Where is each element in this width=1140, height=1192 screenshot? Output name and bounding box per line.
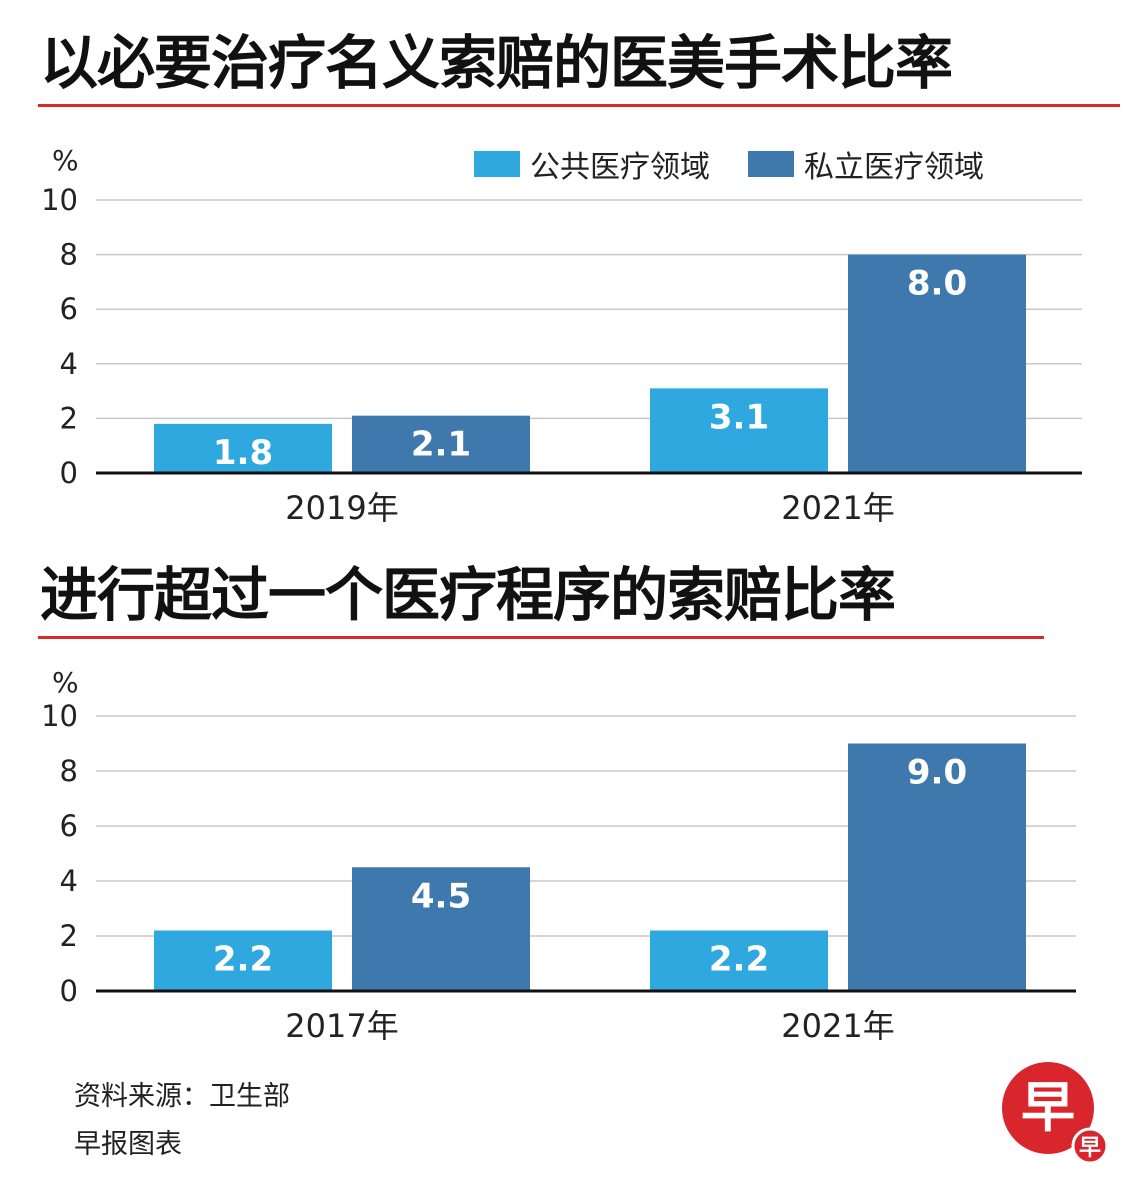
legend-item-public: 公共医疗领域: [474, 142, 710, 186]
bar: [154, 423, 332, 473]
source-note: 资料来源：卫生部: [74, 1081, 290, 1112]
x-tick-label: 2017年: [285, 1007, 398, 1045]
chart2-title-rule: [38, 636, 1044, 639]
legend-label-private: 私立医疗领域: [804, 150, 984, 185]
bar: [848, 254, 1026, 473]
logo-main-char: 早: [1021, 1076, 1075, 1139]
bar: [154, 930, 332, 991]
credit-note: 早报图表: [74, 1129, 182, 1160]
y-tick-label: 4: [60, 864, 78, 898]
y-tick-label: 10: [41, 699, 78, 733]
y-tick-label: 8: [60, 238, 78, 272]
logo-small-char: 早: [1079, 1136, 1101, 1161]
x-tick-label: 2021年: [781, 1007, 894, 1045]
bar: [650, 388, 828, 473]
y-tick-label: 8: [60, 754, 78, 788]
bar-value-label: 4.5: [411, 876, 471, 916]
bar: [352, 415, 530, 473]
legend-swatch-private: [748, 151, 794, 177]
x-tick-label: 2021年: [781, 489, 894, 527]
y-tick-label: 2: [60, 919, 78, 953]
legend-label-public: 公共医疗领域: [530, 150, 710, 185]
y-tick-label: 6: [60, 292, 78, 326]
bar-value-label: 2.2: [213, 940, 273, 980]
chart2-plot: % 0 2 4 6 8 10 2.2 4.5 2017年 2.2 9.0 2021年: [41, 666, 1076, 1045]
legend: 公共医疗领域 私立医疗领域: [474, 142, 1022, 186]
legend-swatch-public: [474, 151, 520, 177]
y-tick-label: 4: [60, 347, 78, 381]
y-tick-label: 6: [60, 809, 78, 843]
y-tick-label: 0: [60, 456, 78, 490]
bar-value-label: 8.0: [907, 264, 967, 304]
logo-circle: [1002, 1062, 1094, 1154]
bar: [650, 930, 828, 991]
bar-value-label: 1.8: [213, 433, 273, 473]
y-tick-label: 0: [60, 974, 78, 1008]
y-unit-label: %: [52, 666, 79, 699]
bar-value-label: 2.1: [411, 425, 471, 465]
chart1-title-rule: [38, 104, 1120, 107]
chart1-title: 以必要治疗名义索赔的医美手术比率: [40, 29, 953, 97]
y-unit-label: %: [52, 144, 79, 177]
y-tick-label: 2: [60, 401, 78, 435]
bar-value-label: 3.1: [709, 397, 769, 437]
x-tick-label: 2019年: [285, 489, 398, 527]
chart1-plot: % 0 2 4 6 8 10 1.8 2.1 2019年 3.1 8.0 2021年: [41, 144, 1082, 527]
logo-small-circle: [1071, 1127, 1109, 1164]
bar: [352, 867, 530, 991]
chart2-title: 进行超过一个医疗程序的索赔比率: [40, 561, 896, 629]
y-tick-label: 10: [41, 183, 78, 217]
legend-item-private: 私立医疗领域: [748, 142, 984, 186]
zaobao-logo: 早 早: [1002, 1062, 1109, 1164]
bar-value-label: 9.0: [907, 753, 967, 793]
bar-value-label: 2.2: [709, 940, 769, 980]
bar: [848, 743, 1026, 991]
